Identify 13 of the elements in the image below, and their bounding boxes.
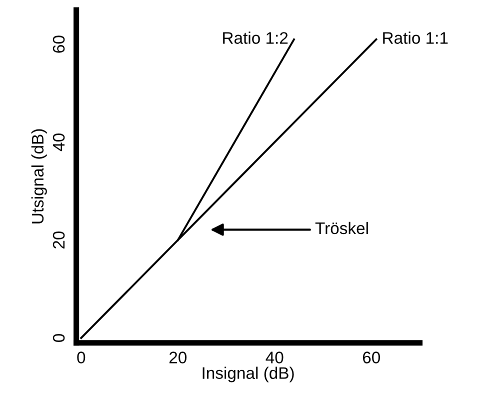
y-tick-label: 20	[52, 231, 65, 248]
y-tick-label: 60	[52, 36, 65, 53]
y-tick-label: 0	[52, 334, 65, 342]
series-label: Ratio 1:2	[223, 32, 288, 44]
x-tick-label: 0	[77, 352, 86, 364]
x-tick-label: 20	[169, 352, 187, 364]
y-axis-title: Utsignal (dB)	[31, 129, 47, 224]
annotation: Tröskel	[315, 222, 368, 234]
x-tick-label: 40	[266, 352, 284, 364]
x-axis-title: Insignal (dB)	[202, 366, 294, 382]
y-tick-label: 40	[52, 134, 65, 152]
series-label: Ratio 1:1	[383, 32, 448, 44]
x-tick-label: 60	[362, 352, 380, 364]
